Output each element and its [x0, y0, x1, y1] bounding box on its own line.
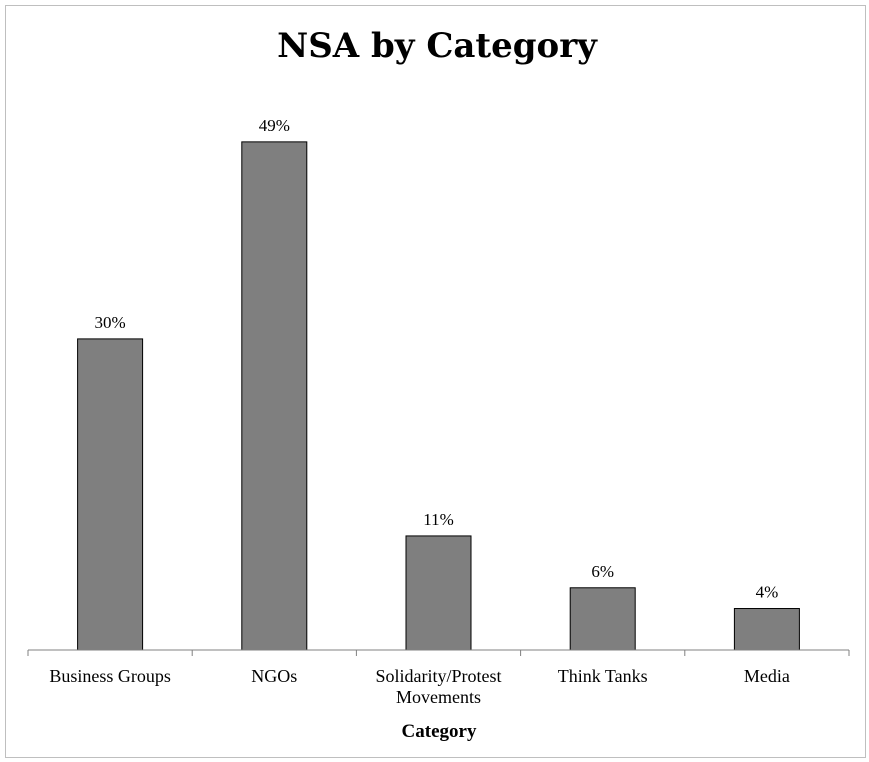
- bar: [569, 587, 636, 651]
- bar: [733, 608, 800, 651]
- x-tick-label: Business Groups: [49, 666, 171, 686]
- x-axis-ticks: [27, 650, 850, 656]
- data-labels-group: 30% 49% 11% 6% 4%: [95, 116, 779, 602]
- x-axis-title: Category: [402, 721, 477, 742]
- x-tick-label: Think Tanks: [558, 666, 648, 686]
- x-tick-label: NGOs: [251, 666, 297, 686]
- bar: [241, 141, 308, 651]
- chart-title: NSA by Category: [277, 26, 598, 66]
- x-axis-tick-labels: Business Groups NGOs Solidarity/Protest Mov…: [49, 666, 790, 707]
- data-label: 30%: [95, 313, 126, 332]
- data-label: 11%: [423, 510, 454, 529]
- data-label: 49%: [259, 116, 290, 135]
- data-label: 4%: [756, 583, 779, 602]
- bar: [77, 338, 144, 651]
- x-tick-label: Media: [744, 666, 790, 686]
- bars-group: [77, 141, 800, 651]
- x-tick-label: Solidarity/Protest Movements: [376, 666, 502, 707]
- data-label: 6%: [591, 562, 614, 581]
- bar: [405, 535, 472, 651]
